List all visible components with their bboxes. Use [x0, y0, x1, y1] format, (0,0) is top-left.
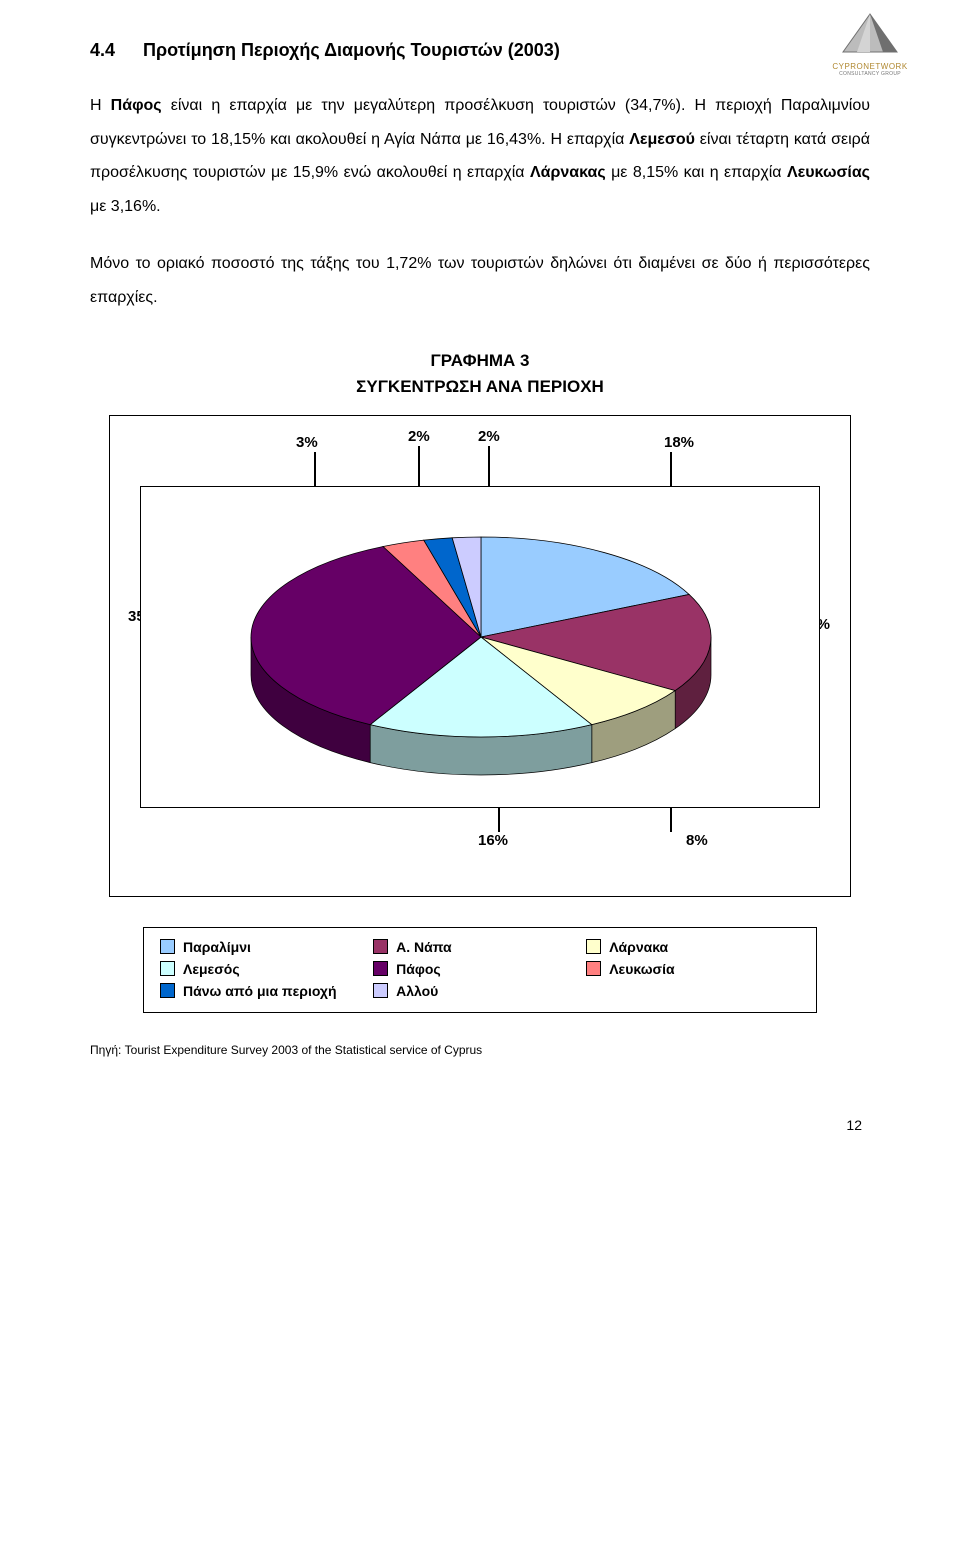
pie-chart-svg [141, 487, 821, 807]
pct-label-18: 18% [664, 434, 694, 451]
legend-swatch [373, 983, 388, 998]
chart-area: 3% 2% 2% 18% 35% 16% 16% 8% [109, 415, 851, 897]
paragraph-2: Μόνο το οριακό ποσοστό της τάξης του 1,7… [90, 247, 870, 314]
legend-label: Παραλίμνι [183, 939, 251, 955]
legend-item: Α. Νάπα [373, 939, 586, 955]
legend-swatch [160, 961, 175, 976]
legend-label: Πάνω από μια περιοχή [183, 983, 337, 999]
leader [418, 446, 420, 490]
legend-swatch [373, 961, 388, 976]
pyramid-icon [835, 10, 905, 60]
brand-name: CYPRONETWORK [820, 62, 920, 71]
page-number: 12 [90, 1117, 870, 1133]
paragraph-1: Η Πάφος είναι η επαρχία με την μεγαλύτερ… [90, 89, 870, 223]
chart-legend: Παραλίμνι Α. Νάπα Λάρνακα Λεμεσός Πάφος Λευκω… [143, 927, 817, 1013]
pct-label-8: 8% [686, 832, 708, 849]
pct-label-3: 3% [296, 434, 318, 451]
pct-label-2a: 2% [408, 428, 430, 445]
legend-swatch [160, 939, 175, 954]
pct-label-2b: 2% [478, 428, 500, 445]
chart-plot [140, 486, 820, 808]
legend-label: Πάφος [396, 961, 441, 977]
legend-label: Λευκωσία [609, 961, 674, 977]
section-heading: 4.4 Προτίμηση Περιοχής Διαμονής Τουριστώ… [90, 40, 870, 61]
legend-swatch [586, 961, 601, 976]
legend-swatch [373, 939, 388, 954]
chart-title-line1: ΓΡΑΦΗΜΑ 3 [90, 351, 870, 371]
heading-number: 4.4 [90, 40, 138, 61]
legend-item: Λάρνακα [586, 939, 799, 955]
source-note: Πηγή: Tourist Expenditure Survey 2003 of… [90, 1043, 870, 1057]
legend-item: Πάφος [373, 961, 586, 977]
pct-label-16b: 16% [478, 832, 508, 849]
legend-swatch [586, 939, 601, 954]
legend-swatch [160, 983, 175, 998]
legend-label: Λεμεσός [183, 961, 240, 977]
legend-item: Παραλίμνι [160, 939, 373, 955]
legend-item: Λεμεσός [160, 961, 373, 977]
page: CYPRONETWORK CONSULTANCY GROUP 4.4 Προτί… [0, 0, 960, 1163]
leader [314, 452, 316, 490]
legend-label: Λάρνακα [609, 939, 668, 955]
legend-label: Α. Νάπα [396, 939, 452, 955]
brand-logo: CYPRONETWORK CONSULTANCY GROUP [820, 10, 920, 77]
brand-sub: CONSULTANCY GROUP [820, 71, 920, 77]
legend-item: Αλλού [373, 983, 586, 999]
legend-item: Πάνω από μια περιοχή [160, 983, 373, 999]
chart-title-line2: ΣΥΓΚΕΝΤΡΩΣΗ ΑΝΑ ΠΕΡΙΟΧΗ [90, 377, 870, 397]
chart-title: ΓΡΑΦΗΜΑ 3 ΣΥΓΚΕΝΤΡΩΣΗ ΑΝΑ ΠΕΡΙΟΧΗ [90, 351, 870, 397]
heading-title: Προτίμηση Περιοχής Διαμονής Τουριστών (2… [143, 40, 560, 60]
legend-item: Λευκωσία [586, 961, 799, 977]
legend-label: Αλλού [396, 983, 438, 999]
